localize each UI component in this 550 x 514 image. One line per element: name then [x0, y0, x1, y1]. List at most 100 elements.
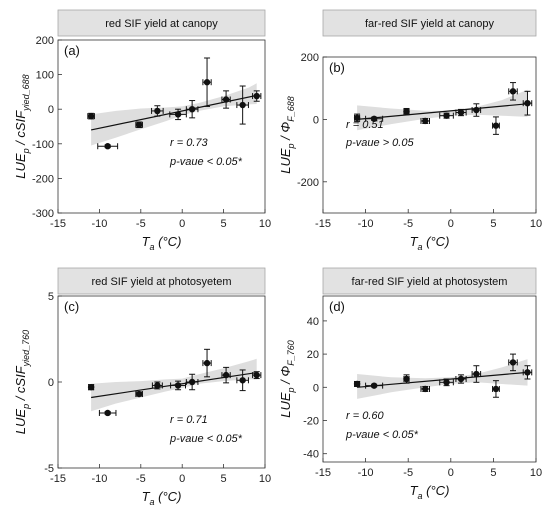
- panel-letter: (a): [64, 43, 80, 58]
- x-tick-label: 10: [259, 218, 271, 230]
- panel-title: red SIF yield at photosyetem: [91, 276, 231, 288]
- x-tick-label: -5: [403, 467, 413, 479]
- data-point: [422, 117, 429, 125]
- data-point: [174, 382, 182, 389]
- y-tick-label: -100: [32, 139, 54, 151]
- correlation-text: r = 0.60: [346, 410, 384, 422]
- y-tick-label: 40: [307, 316, 319, 328]
- data-point: [203, 79, 211, 86]
- y-axis-label: LUEp / cSIFyied_688: [13, 74, 31, 178]
- data-point: [443, 379, 450, 386]
- x-tick-label: 5: [490, 218, 496, 230]
- y-tick-label: 0: [48, 104, 54, 116]
- data-point: [87, 383, 95, 391]
- x-tick-label: 10: [530, 467, 542, 479]
- data-point: [188, 106, 196, 113]
- x-tick-label: 10: [259, 473, 271, 485]
- x-tick-label: -15: [50, 218, 66, 230]
- y-tick-label: 100: [36, 70, 54, 82]
- data-point: [473, 106, 480, 114]
- x-tick-label: 10: [530, 218, 542, 230]
- x-tick-label: 0: [179, 218, 185, 230]
- data-point: [353, 114, 361, 122]
- data-point: [370, 382, 378, 389]
- data-point: [154, 382, 161, 389]
- x-tick-label: -5: [136, 218, 146, 230]
- data-point: [104, 409, 111, 417]
- x-tick-label: -10: [358, 218, 374, 230]
- data-point: [473, 370, 480, 378]
- data-point: [203, 359, 211, 367]
- x-tick-label: -15: [50, 473, 66, 485]
- x-axis-label: Ta (°C): [410, 483, 450, 501]
- data-point: [509, 88, 517, 95]
- x-axis-label: Ta (°C): [142, 234, 182, 252]
- y-tick-label: -5: [44, 463, 54, 475]
- x-tick-label: -15: [315, 467, 331, 479]
- y-axis-label: LUEp / cSIFyied_760: [13, 330, 31, 434]
- x-tick-label: -5: [403, 218, 413, 230]
- data-point: [174, 111, 182, 118]
- correlation-text: r = 0.73: [170, 137, 208, 149]
- p-value-text: p-vaue < 0.05*: [169, 156, 243, 168]
- panel-d: far-red SIF yield at photosystem -15 -10 -5…: [278, 267, 542, 501]
- data-point: [353, 380, 361, 388]
- y-tick-label: 200: [301, 52, 319, 64]
- data-point: [154, 107, 161, 115]
- regression-line: [357, 103, 528, 120]
- panel-b: far-red SIF yield at canopy -15 -10 -5 0 5 10 -…: [278, 9, 542, 252]
- x-tick-label: 5: [221, 218, 227, 230]
- data-point: [188, 378, 196, 386]
- data-point: [492, 385, 500, 393]
- x-tick-label: 0: [179, 473, 185, 485]
- data-point: [524, 369, 531, 376]
- data-point: [457, 109, 465, 116]
- panel-title-bar: [322, 267, 537, 295]
- p-value-text: p-vaue > 0.05: [345, 137, 414, 149]
- y-tick-label: 5: [48, 291, 54, 303]
- data-point: [253, 92, 260, 100]
- correlation-text: r = 0.71: [170, 414, 208, 426]
- panel-letter: (b): [329, 60, 345, 75]
- x-tick-label: -15: [315, 218, 331, 230]
- p-value-text: p-vaue < 0.05*: [345, 429, 419, 441]
- regression-line: [90, 94, 257, 131]
- data-point: [222, 96, 230, 103]
- panel-title: red SIF yield at canopy: [105, 18, 218, 30]
- data-point: [443, 112, 450, 119]
- y-tick-label: -40: [303, 449, 319, 461]
- x-tick-label: -10: [358, 467, 374, 479]
- data-point: [509, 359, 517, 366]
- plot-area: [322, 56, 537, 214]
- y-tick-label: 0: [48, 377, 54, 389]
- error-bar: [471, 365, 482, 383]
- panel-letter: (d): [329, 299, 345, 314]
- y-tick-label: 0: [313, 114, 319, 126]
- p-value-text: p-vaue < 0.05*: [169, 433, 243, 445]
- panel-title-bar: [57, 9, 266, 37]
- data-point: [457, 375, 465, 383]
- confidence-band: [357, 89, 528, 131]
- y-tick-label: 0: [313, 382, 319, 394]
- data-point: [239, 101, 246, 109]
- panel-title-bar: [57, 267, 266, 295]
- x-axis-label: Ta (°C): [410, 234, 450, 252]
- data-point: [492, 122, 500, 129]
- plot-area: [57, 39, 266, 214]
- data-point: [222, 371, 230, 379]
- data-point: [403, 375, 410, 383]
- data-point: [135, 121, 143, 128]
- y-tick-label: 20: [307, 349, 319, 361]
- x-tick-label: 5: [221, 473, 227, 485]
- x-tick-label: 5: [490, 467, 496, 479]
- x-tick-label: 0: [448, 467, 454, 479]
- confidence-band: [357, 359, 528, 399]
- panel-title: far-red SIF yield at canopy: [365, 18, 495, 30]
- y-tick-label: 200: [36, 35, 54, 47]
- y-axis-label: LUEp / ΦF_760: [278, 340, 296, 418]
- panel-a: red SIF yield at canopy -15 -10 -5 0 5 10 -300 -…: [13, 9, 271, 252]
- data-point: [524, 99, 531, 107]
- panel-title-bar: [322, 9, 537, 37]
- y-axis-label: LUEp / ΦF_688: [278, 96, 296, 174]
